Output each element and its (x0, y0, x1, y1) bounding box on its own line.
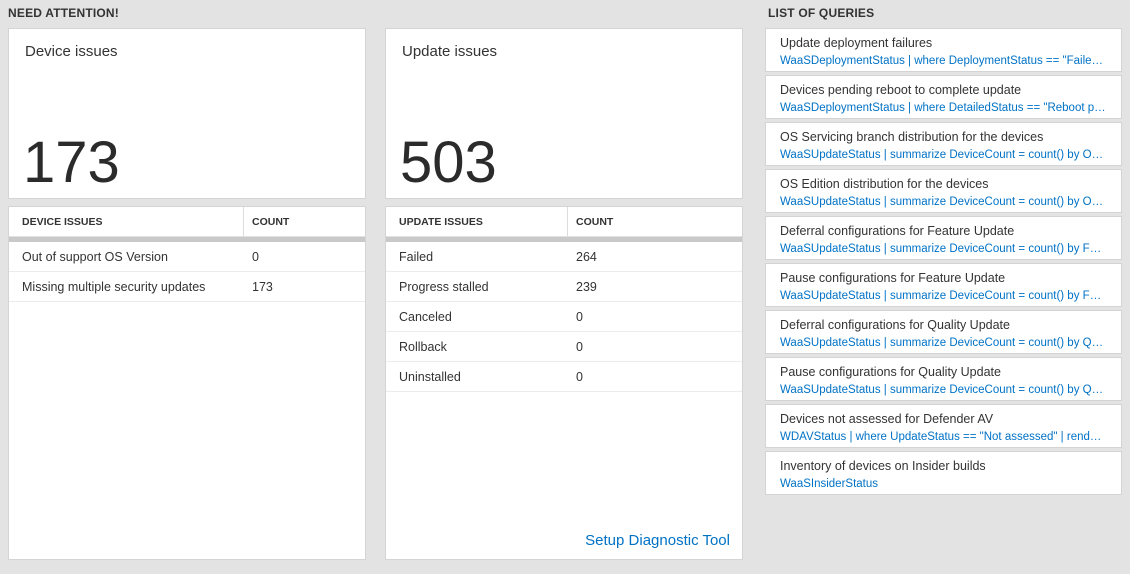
query-text: WaaSDeploymentStatus | where DeploymentS… (780, 55, 1107, 67)
query-text: WaaSUpdateStatus | summarize DeviceCount… (780, 290, 1107, 302)
query-text: WaaSInsiderStatus (780, 478, 879, 490)
issue-label: Uninstalled (399, 369, 461, 384)
issue-label: Out of support OS Version (22, 249, 168, 264)
issue-label: Canceled (399, 309, 452, 324)
need-attention-section-header: NEED ATTENTION! (8, 6, 119, 20)
update-issues-tile[interactable]: Update issues 503 (385, 28, 743, 199)
list-item[interactable]: Pause configurations for Quality Update … (765, 357, 1122, 401)
setup-diagnostic-tool-link[interactable]: Setup Diagnostic Tool (585, 532, 730, 549)
query-title: Devices not assessed for Defender AV (780, 412, 994, 426)
table-row[interactable]: Uninstalled 0 (386, 362, 742, 392)
table-row[interactable]: Rollback 0 (386, 332, 742, 362)
device-issues-table: DEVICE ISSUES COUNT Out of support OS Ve… (8, 206, 366, 560)
table-row[interactable]: Failed 264 (386, 242, 742, 272)
issue-count: 0 (252, 249, 259, 264)
query-title: Inventory of devices on Insider builds (780, 459, 986, 473)
issue-label: Rollback (399, 339, 447, 354)
list-item[interactable]: Devices pending reboot to complete updat… (765, 75, 1122, 119)
query-list: Update deployment failures WaaSDeploymen… (765, 28, 1122, 498)
query-title: Deferral configurations for Quality Upda… (780, 318, 1010, 332)
query-text: WaaSUpdateStatus | summarize DeviceCount… (780, 149, 1107, 161)
list-item[interactable]: Update deployment failures WaaSDeploymen… (765, 28, 1122, 72)
device-issues-tile[interactable]: Device issues 173 (8, 28, 366, 199)
query-title: Pause configurations for Feature Update (780, 271, 1006, 285)
update-issues-count: 503 (400, 130, 497, 195)
table-row[interactable]: Missing multiple security updates 173 (9, 272, 365, 302)
query-text: WaaSUpdateStatus | summarize DeviceCount… (780, 196, 1107, 208)
issue-count: 0 (576, 369, 583, 384)
device-table-header-issue: DEVICE ISSUES (9, 207, 244, 236)
query-text: WaaSUpdateStatus | summarize DeviceCount… (780, 337, 1107, 349)
table-row[interactable]: Out of support OS Version 0 (9, 242, 365, 272)
issue-count: 0 (576, 309, 583, 324)
issue-label: Progress stalled (399, 279, 489, 294)
issue-count: 173 (252, 279, 273, 294)
issue-count: 239 (576, 279, 597, 294)
query-text: WaaSUpdateStatus | summarize DeviceCount… (780, 384, 1107, 396)
update-issues-table: UPDATE ISSUES COUNT Failed 264 Progress … (385, 206, 743, 560)
table-row[interactable]: Canceled 0 (386, 302, 742, 332)
list-item[interactable]: Deferral configurations for Feature Upda… (765, 216, 1122, 260)
query-text: WaaSUpdateStatus | summarize DeviceCount… (780, 243, 1107, 255)
query-text: WaaSDeploymentStatus | where DetailedSta… (780, 102, 1107, 114)
device-issues-title: Device issues (25, 43, 118, 60)
issue-label: Missing multiple security updates (22, 279, 206, 294)
list-item[interactable]: OS Edition distribution for the devices … (765, 169, 1122, 213)
query-title: OS Edition distribution for the devices (780, 177, 989, 191)
list-item[interactable]: Devices not assessed for Defender AV WDA… (765, 404, 1122, 448)
issue-count: 264 (576, 249, 597, 264)
update-issues-title: Update issues (402, 43, 498, 60)
query-title: Update deployment failures (780, 36, 933, 50)
device-issues-count: 173 (23, 130, 120, 195)
query-title: Devices pending reboot to complete updat… (780, 83, 1022, 97)
issue-label: Failed (399, 249, 434, 264)
device-table-header-divider (9, 237, 365, 242)
update-table-header-issue: UPDATE ISSUES (386, 207, 568, 236)
update-table-header-divider (386, 237, 742, 242)
list-item[interactable]: OS Servicing branch distribution for the… (765, 122, 1122, 166)
query-text: WDAVStatus | where UpdateStatus == "Not … (780, 431, 1107, 443)
device-table-header-count: COUNT (252, 215, 290, 228)
device-table-header: DEVICE ISSUES COUNT (9, 207, 365, 237)
list-item[interactable]: Deferral configurations for Quality Upda… (765, 310, 1122, 354)
issue-count: 0 (576, 339, 583, 354)
query-title: Pause configurations for Quality Update (780, 365, 1001, 379)
update-table-header: UPDATE ISSUES COUNT (386, 207, 742, 237)
query-title: OS Servicing branch distribution for the… (780, 130, 1044, 144)
table-row[interactable]: Progress stalled 239 (386, 272, 742, 302)
update-table-header-count: COUNT (576, 215, 614, 228)
list-item[interactable]: Pause configurations for Feature Update … (765, 263, 1122, 307)
query-title: Deferral configurations for Feature Upda… (780, 224, 1015, 238)
list-of-queries-section-header: LIST OF QUERIES (768, 6, 875, 20)
list-item[interactable]: Inventory of devices on Insider builds W… (765, 451, 1122, 495)
